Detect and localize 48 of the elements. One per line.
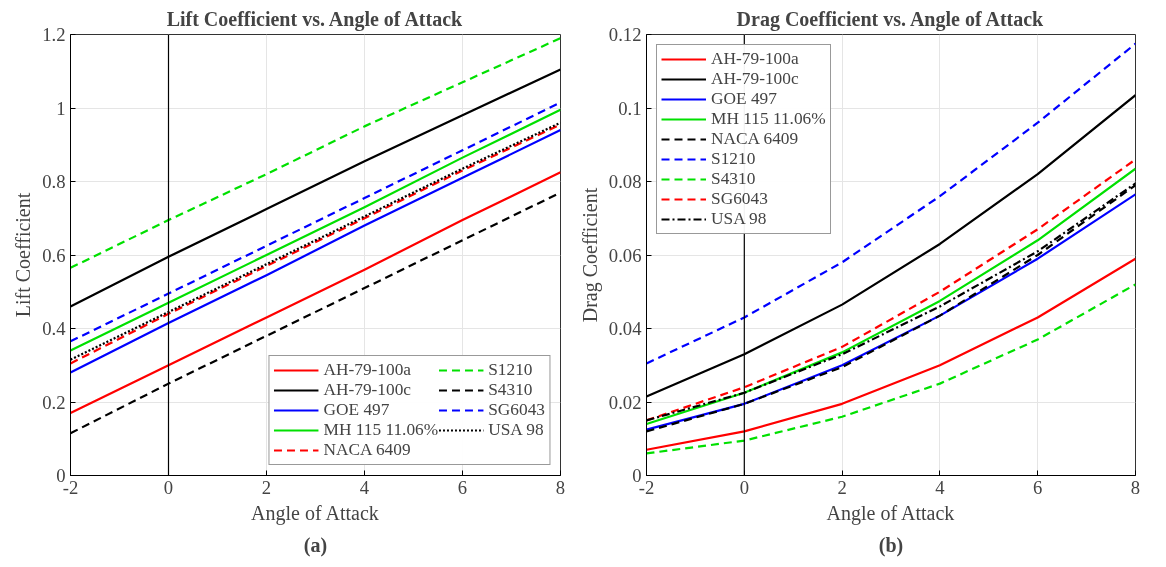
y-tick-label: 0.04 (608, 318, 643, 339)
y-tick-label: 0.6 (42, 244, 66, 266)
y-axis-title: Drag Coefficient (578, 187, 602, 323)
x-axis-title: Angle of Attack (251, 501, 379, 525)
x-tick-label: 4 (935, 476, 946, 498)
y-tick-label: 0.1 (618, 97, 642, 119)
chart-title: Drag Coefficient vs. Angle of Attack (736, 7, 1045, 31)
legend-label: S4310 (488, 380, 533, 400)
legend-label: AH-79-100a (711, 49, 799, 69)
x-tick-label: 2 (261, 476, 272, 498)
y-tick-label: 0.12 (608, 24, 642, 45)
x-tick-label: 2 (837, 476, 847, 498)
legend-label: MH 115 11.06% (323, 420, 439, 440)
y-tick-label: 0.2 (42, 391, 66, 413)
y-tick-label: 1.2 (42, 24, 66, 45)
legend-label: MH 115 11.06% (711, 109, 826, 129)
legend-label: USA 98 (711, 209, 767, 229)
text: (a) (303, 533, 328, 557)
y-tick-label: 0.02 (608, 391, 642, 413)
legend-label: SG6043 (711, 189, 768, 209)
y-tick-label: 0.08 (608, 171, 642, 192)
x-tick-label: 0 (739, 476, 749, 498)
x-tick-label: 4 (359, 476, 370, 498)
x-tick-label: 8 (555, 476, 566, 498)
text: (b) (878, 533, 904, 557)
x-tick-label: 6 (1033, 476, 1043, 498)
legend-label: USA 98 (488, 420, 544, 440)
x-axis-title: Angle of Attack (826, 501, 955, 525)
legend-label: AH-79-100c (711, 69, 799, 89)
x-tick-label: 0 (163, 476, 174, 498)
legend-label: GOE 497 (323, 400, 390, 420)
y-tick-label: 0.4 (42, 318, 67, 339)
legend-label: AH-79-100c (323, 380, 412, 400)
legend-label: S1210 (488, 360, 533, 380)
y-tick-label: 0.8 (42, 171, 66, 192)
legend-label: SG6043 (488, 400, 545, 420)
y-tick-label: 1 (56, 97, 66, 119)
y-tick-label: 0.06 (608, 244, 642, 266)
y-axis-title: Lift Coefficient (12, 192, 35, 318)
legend-label: S4310 (711, 169, 756, 189)
legend-label: NACA 6409 (323, 440, 411, 460)
chart-title: Lift Coefficient vs. Angle of Attack (166, 7, 464, 31)
legend-label: GOE 497 (711, 89, 777, 109)
legend-label: AH-79-100a (323, 360, 412, 380)
x-tick-label: 6 (457, 476, 468, 498)
legend-label: NACA 6409 (711, 129, 799, 149)
legend-label: S1210 (711, 149, 756, 169)
x-tick-label: 8 (1130, 476, 1141, 498)
